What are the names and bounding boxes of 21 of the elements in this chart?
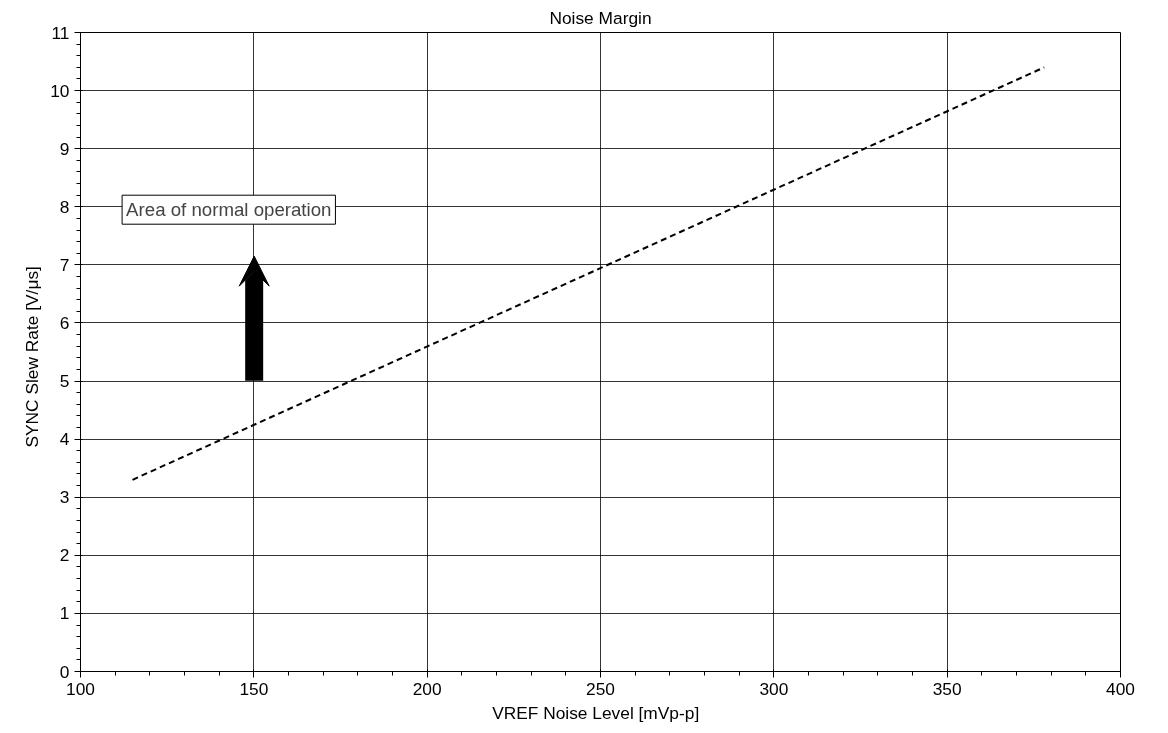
y-tick-label: 9 [59, 138, 70, 159]
x-tick-label: 250 [586, 678, 615, 699]
chart-title: Noise Margin [549, 7, 652, 28]
y-tick-label: 11 [51, 22, 70, 43]
x-tick-label: 200 [412, 678, 442, 699]
x-tick-label: 150 [239, 678, 269, 699]
y-tick-label: 2 [59, 545, 70, 566]
annotation: Area of normal operation [126, 199, 332, 221]
x-tick-label: 400 [1106, 678, 1135, 699]
y-tick-label: 8 [59, 196, 70, 217]
y-tick-label: 6 [59, 312, 70, 333]
y-tick-label: 1 [59, 603, 70, 624]
y-tick-label: 7 [59, 254, 70, 275]
x-tick-label: 350 [932, 678, 962, 699]
y-tick-label: 4 [59, 429, 70, 450]
y-tick-label: 3 [59, 487, 70, 508]
x-axis-title: VREF Noise Level [mVp-p] [492, 702, 700, 723]
x-tick-label: 300 [759, 678, 789, 699]
y-tick-label: 5 [59, 371, 70, 392]
y-tick-label: 10 [50, 80, 70, 101]
y-axis-title: SYNC Slew Rate [V/μs] [22, 266, 43, 448]
